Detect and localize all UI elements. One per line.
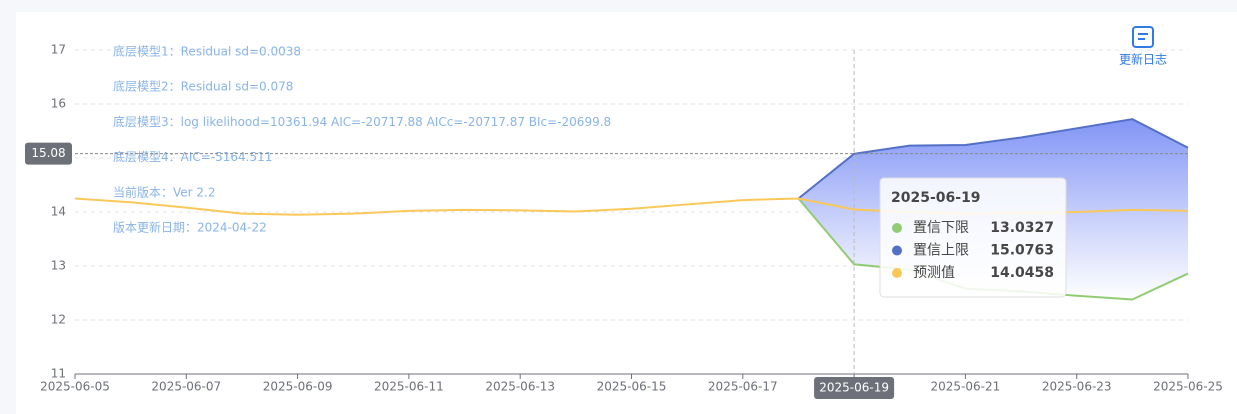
pointer-x-label: 2025-06-19	[819, 381, 889, 395]
y-tick-label: 11	[51, 367, 66, 381]
tooltip-name: 预测值	[913, 265, 955, 281]
pointer-y-box	[25, 142, 72, 165]
annotation: 底层模型3：log likelihood=10361.94 AIC=-20717…	[113, 114, 611, 129]
tooltip-dot	[892, 223, 902, 233]
tooltip: 2025-06-19 置信下限 13.0327 置信上限 15.0763 预测值 14.04…	[879, 177, 1067, 298]
y-tick-label: 13	[51, 259, 66, 273]
tooltip-box	[879, 177, 1067, 298]
pointer-x-box	[814, 377, 895, 399]
x-tick-label: 2025-06-23	[1042, 380, 1112, 394]
log-icon	[1132, 26, 1154, 48]
x-tick-label: 2025-06-11	[374, 380, 444, 394]
y-tick-label: 14	[51, 205, 66, 219]
tooltip-value: 14.0458	[990, 265, 1054, 281]
series-line	[797, 118, 1189, 200]
y-tick-label: 16	[51, 97, 66, 111]
annotation: 底层模型2：Residual sd=0.078	[113, 79, 293, 94]
y-tick-label: 17	[51, 43, 66, 57]
annotation: 底层模型1：Residual sd=0.0038	[113, 44, 301, 59]
x-tick-label: 2025-06-25	[1153, 380, 1223, 394]
log-button[interactable]: 更新日志	[1119, 26, 1167, 67]
log-button-label[interactable]: 更新日志	[1119, 52, 1167, 67]
tooltip-dot	[892, 268, 902, 278]
x-tick-label: 2025-06-17	[708, 380, 778, 394]
x-tick-label: 2025-06-09	[263, 380, 333, 394]
y-tick-label: 12	[51, 313, 66, 327]
x-tick-label: 2025-06-13	[485, 380, 555, 394]
tooltip-name: 置信下限	[913, 220, 969, 236]
annotation: 当前版本：Ver 2.2	[113, 184, 216, 199]
pointer-y-label: 15.08	[31, 146, 65, 160]
x-tick-label: 2025-06-21	[931, 380, 1001, 394]
x-tick-label: 2025-06-07	[151, 380, 221, 394]
tooltip-name: 置信上限	[913, 243, 969, 259]
annotation: 版本更新日期：2024-04-22	[113, 220, 267, 235]
tooltip-value: 13.0327	[990, 220, 1054, 236]
tooltip-title: 2025-06-19	[891, 190, 981, 206]
tooltip-dot	[892, 245, 902, 256]
tooltip-value: 15.0763	[990, 243, 1054, 259]
x-tick-label: 2025-06-15	[597, 380, 667, 394]
x-tick-label: 2025-06-05	[40, 380, 110, 394]
annotation: 底层模型4：AIC=-5164.511	[113, 149, 272, 164]
